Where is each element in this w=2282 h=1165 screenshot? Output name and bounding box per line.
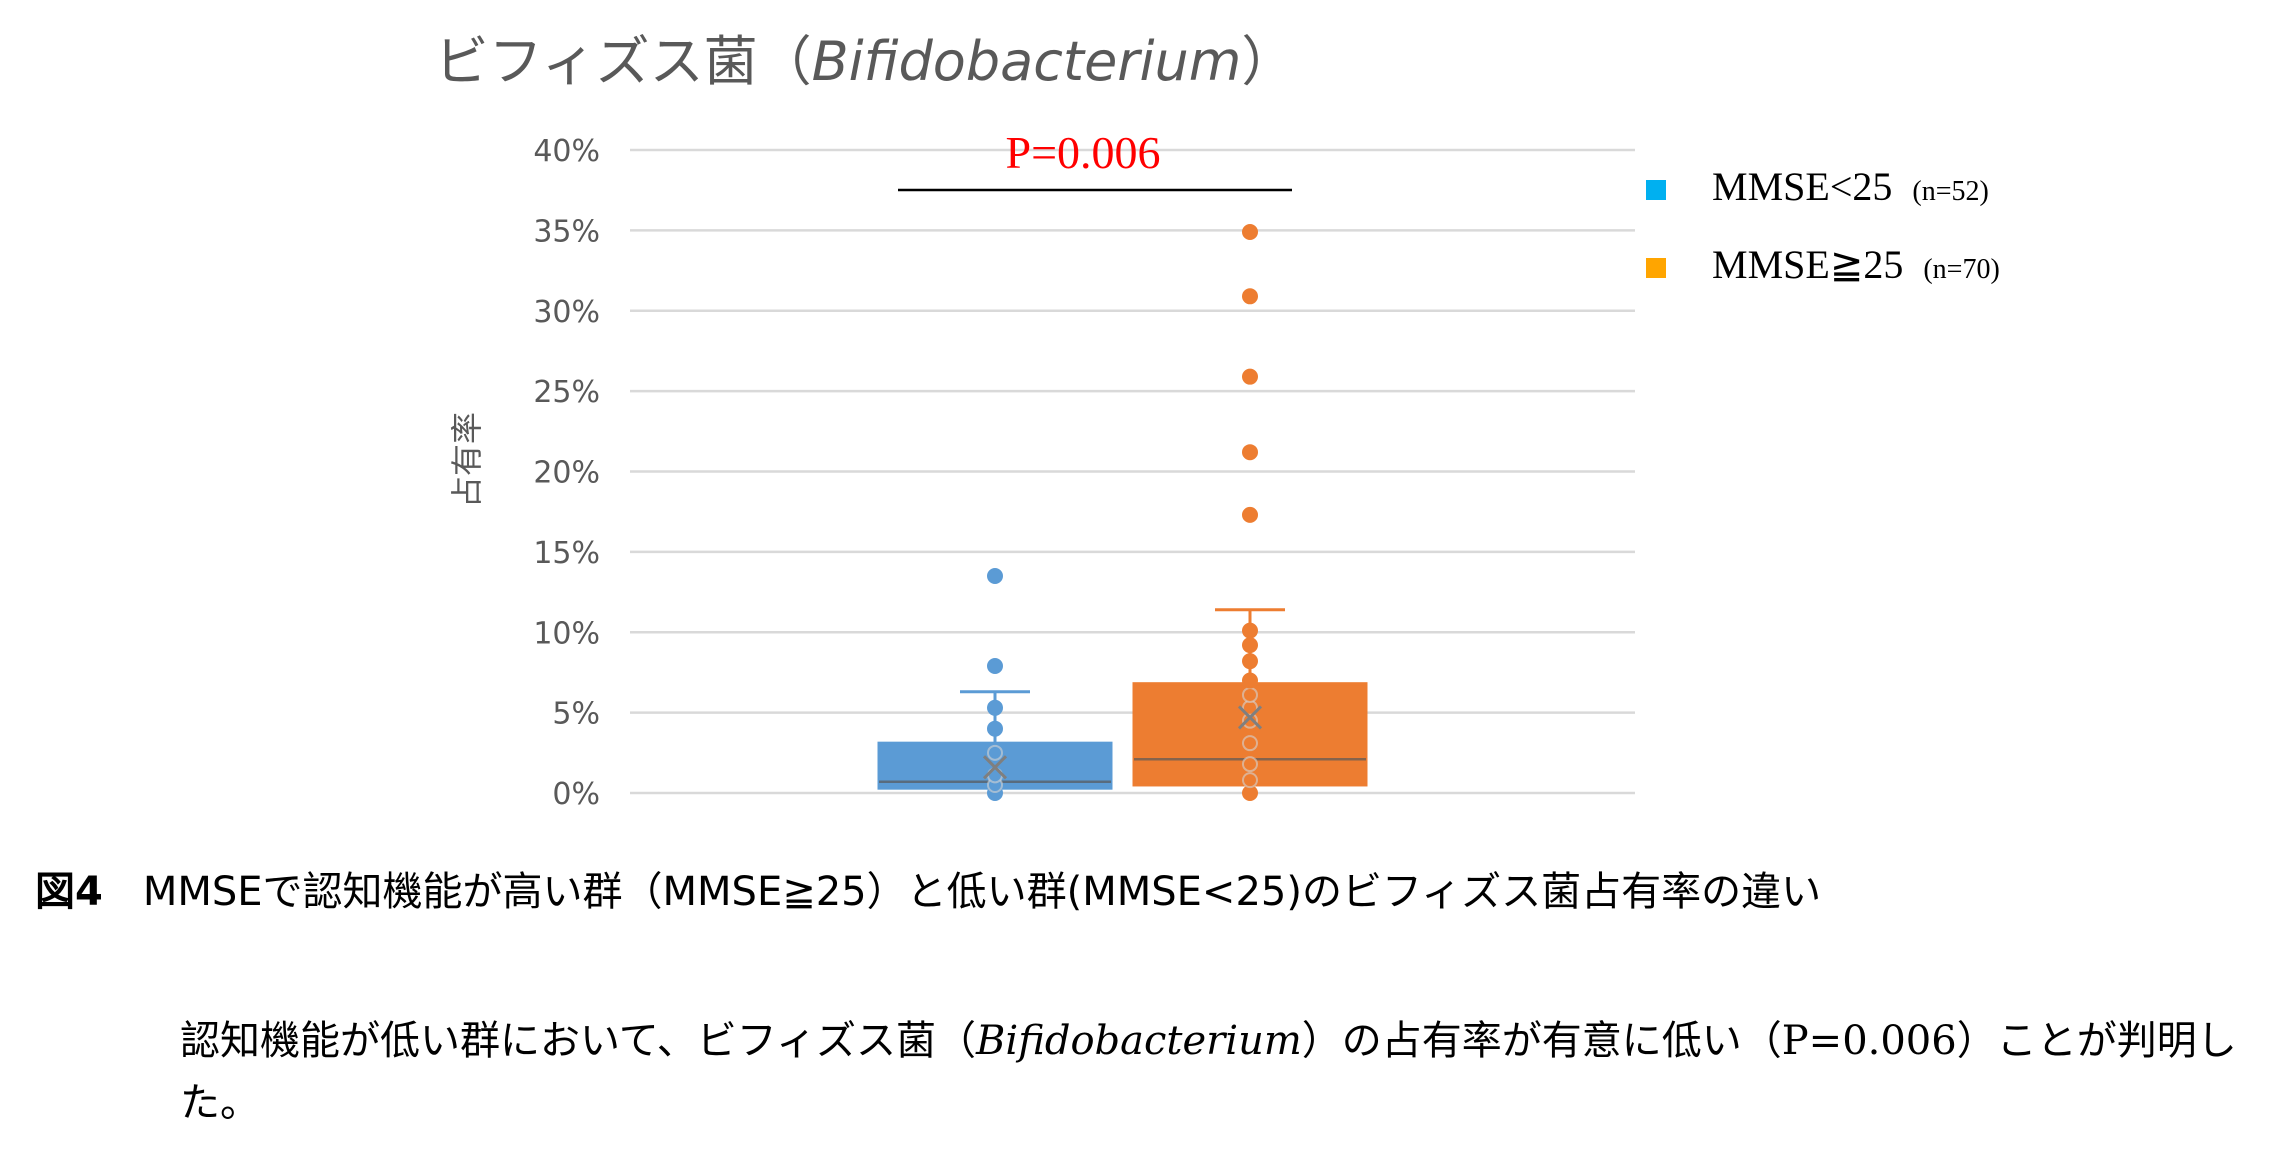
data-point <box>1242 735 1258 752</box>
box-group-mmse-ge-25 <box>1132 223 1368 801</box>
data-point <box>1242 653 1258 670</box>
box-group-mmse-lt-25 <box>877 567 1113 801</box>
legend: MMSE<25 (n=52) MMSE≧25 (n=70) <box>1646 164 2000 287</box>
y-tick-label: 40% <box>533 134 600 169</box>
p-value-label: P=0.006 <box>1005 127 1160 178</box>
figure-description: 認知機能が低い群において、ビフィズス菌（Bifidobacterium）の占有率… <box>180 1018 2237 1126</box>
data-point <box>987 720 1003 737</box>
data-point <box>1242 223 1258 240</box>
svg-text:MMSE<25(n=52): MMSE<25 (n=52) <box>1712 164 1989 209</box>
chart-title: ビフィズス菌（Bifidobacterium） <box>435 30 1296 93</box>
data-point <box>1242 506 1258 523</box>
legend-swatch-mmse-lt-25 <box>1646 180 1666 200</box>
legend-swatch-mmse-ge-25 <box>1646 258 1666 278</box>
svg-text:MMSE≧25(n=70): MMSE≧25 (n=70) <box>1712 242 2000 287</box>
legend-label-mmse-lt-25: MMSE<25 <box>1712 164 1892 209</box>
y-tick-label: 15% <box>533 536 600 571</box>
box-series <box>877 223 1368 801</box>
y-tick-label: 20% <box>533 456 600 491</box>
data-point <box>987 567 1003 584</box>
gridlines <box>630 148 1635 795</box>
figure-caption: 図4 MMSEで認知機能が高い群（MMSE≧25）と低い群(MMSE<25)のビフ… <box>35 862 2255 922</box>
figure-number: 図4 <box>35 869 103 915</box>
boxplot-chart: ビフィズス菌（Bifidobacterium） 0% 5% 10% 15% 20% 25%… <box>435 30 2000 812</box>
figure-caption-text: MMSEで認知機能が高い群（MMSE≧25）と低い群(MMSE<25)のビフィズ… <box>142 869 1822 915</box>
data-point <box>987 658 1003 675</box>
y-tick-label: 10% <box>533 616 600 651</box>
y-axis-label: 占有率 <box>448 412 486 508</box>
data-point <box>987 744 1003 761</box>
legend-n-mmse-ge-25: (n=70) <box>1923 254 1999 285</box>
data-point <box>987 699 1003 716</box>
data-point <box>1242 444 1258 461</box>
data-point <box>1242 637 1258 654</box>
y-tick-label: 35% <box>533 214 600 249</box>
data-point <box>1242 622 1258 639</box>
y-tick-label: 25% <box>533 375 600 410</box>
data-point <box>1242 672 1258 689</box>
y-tick-label: 5% <box>552 697 600 732</box>
data-point <box>1242 288 1258 305</box>
mean-marker <box>1237 705 1263 730</box>
data-point <box>1242 772 1258 789</box>
data-point <box>1242 756 1258 773</box>
legend-n-mmse-lt-25: (n=52) <box>1912 176 1988 207</box>
y-tick-label: 30% <box>533 295 600 330</box>
data-point <box>1242 368 1258 385</box>
mean-marker <box>982 755 1008 780</box>
y-tick-label: 0% <box>552 777 600 812</box>
legend-label-mmse-ge-25: MMSE≧25 <box>1712 242 1903 287</box>
data-point <box>1242 686 1258 703</box>
y-axis-ticks: 0% 5% 10% 15% 20% 25% 30% 35% 40% <box>533 134 600 812</box>
